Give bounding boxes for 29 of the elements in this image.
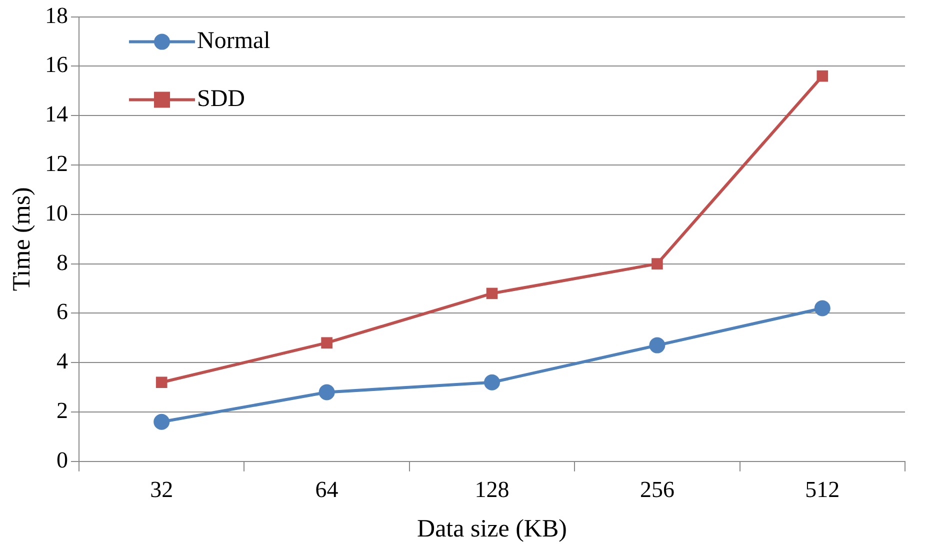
x-tick-label: 256	[640, 477, 674, 502]
x-tick-label: 128	[474, 477, 510, 502]
y-tick-label: 14	[45, 102, 68, 127]
point	[484, 374, 500, 390]
y-tick-label: 18	[45, 2, 68, 28]
y-tick-label: 4	[56, 348, 68, 374]
y-tick-label: 0	[56, 447, 68, 472]
point	[486, 288, 498, 300]
y-tick-label: 16	[45, 52, 68, 78]
x-tick-label: 64	[315, 477, 339, 502]
point	[652, 258, 663, 270]
y-tick-label: 6	[56, 299, 68, 324]
y-tick-label: 2	[56, 398, 68, 424]
x-tick-label: 512	[805, 477, 840, 502]
legend-label: Normal	[197, 28, 271, 54]
point	[814, 300, 830, 316]
point	[649, 337, 666, 354]
y-tick-label: 10	[45, 200, 68, 226]
point	[156, 376, 168, 388]
y-axis-title: Time (ms)	[8, 187, 36, 292]
point	[816, 70, 828, 82]
x-tick-label: 32	[150, 477, 174, 502]
point	[321, 337, 332, 348]
point	[318, 384, 335, 400]
y-tick-label: 12	[45, 151, 68, 176]
legend-label: SDD	[197, 86, 246, 112]
y-tick-label: 8	[56, 250, 68, 275]
x-axis-title: Data size (KB)	[417, 516, 567, 543]
point	[154, 414, 170, 430]
